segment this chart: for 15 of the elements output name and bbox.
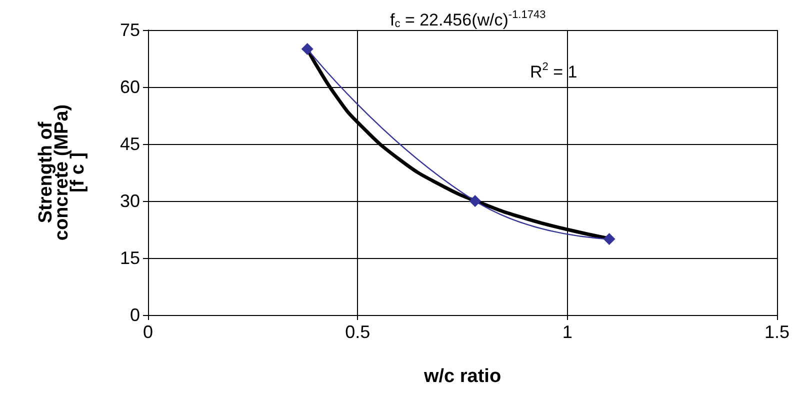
y-tick-label: 0 — [130, 305, 140, 325]
point — [603, 233, 616, 245]
y-tick-label: 30 — [120, 191, 140, 211]
x-tick-label: 1 — [562, 322, 572, 342]
x-tick-label: 0.5 — [345, 322, 370, 342]
y-tick-label: 75 — [120, 20, 140, 40]
x-tick-label: 1.5 — [764, 322, 790, 342]
x-axis-title: w/c ratio — [422, 366, 502, 387]
point — [469, 195, 482, 207]
point — [301, 43, 314, 55]
y-tick-label: 45 — [120, 134, 140, 154]
y-axis-title: Strength of concrete (MPa) [f c ] — [36, 104, 88, 241]
x-tick-label: 0 — [142, 322, 154, 342]
y-tick-label: 60 — [120, 77, 140, 97]
y-tick-label: 15 — [120, 248, 140, 268]
